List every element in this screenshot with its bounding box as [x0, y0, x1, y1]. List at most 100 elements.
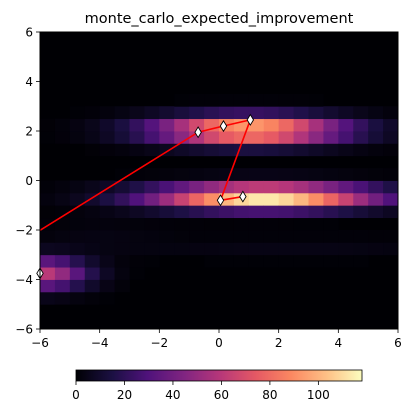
heatmap-cell: [99, 254, 115, 268]
x-tick-label: −2: [150, 336, 168, 350]
optimization-path: [40, 118, 252, 232]
heatmap-cell: [84, 242, 101, 256]
heatmap-cell: [114, 205, 130, 219]
heatmap-cell: [293, 118, 309, 132]
heatmap-cell: [248, 106, 265, 120]
sample-marker: [246, 113, 255, 126]
heatmap-cell: [54, 291, 71, 305]
heatmap-cell: [69, 180, 86, 194]
heatmap-cell: [114, 180, 130, 194]
heatmap-cell: [84, 118, 101, 132]
heatmap-cell: [99, 205, 115, 219]
heatmap-cell: [144, 131, 160, 144]
heatmap-cell: [129, 242, 145, 256]
heatmap-cell: [263, 93, 280, 107]
heatmap-cell: [263, 217, 280, 231]
heatmap-cell: [263, 143, 280, 157]
heatmap-cell: [189, 118, 205, 132]
heatmap-cell: [69, 254, 86, 268]
heatmap-cell: [144, 180, 160, 194]
heatmap-cell: [189, 93, 205, 107]
colorbar-gradient: [75, 369, 363, 382]
heatmap-cell: [84, 267, 101, 280]
colorbar-ticks: 0 20 40 60 80 100: [72, 381, 330, 402]
heatmap-cell: [54, 205, 71, 219]
heatmap-cell: [383, 131, 399, 144]
heatmap-cell: [368, 118, 384, 132]
y-axis: −6 −4 −2 0 2 4 6: [15, 26, 40, 337]
heatmap-cell: [323, 131, 339, 144]
heatmap-cell: [114, 267, 130, 280]
heatmap-cell: [159, 180, 175, 194]
heatmap-cell: [84, 106, 101, 120]
heatmap-cell: [159, 230, 175, 243]
heatmap-cell: [278, 118, 294, 132]
heatmap-cell: [69, 279, 86, 293]
heatmap-cell: [40, 205, 56, 219]
heatmap-cell: [293, 93, 309, 107]
heatmap-cell: [368, 131, 384, 144]
y-tick-label: 4: [25, 75, 33, 89]
y-tick-label: −4: [15, 273, 33, 287]
heatmap-cell: [383, 230, 399, 243]
heatmap-cell: [263, 106, 280, 120]
heatmap-cell: [40, 192, 56, 206]
heatmap-cell: [248, 217, 265, 231]
heatmap-cell: [129, 230, 145, 243]
heatmap-cell: [248, 168, 265, 181]
heatmap-cell: [293, 254, 309, 268]
heatmap-cell: [278, 254, 294, 268]
heatmap-cell: [308, 168, 324, 181]
heatmap-cell: [338, 180, 354, 194]
heatmap-cell: [219, 106, 235, 120]
y-tick-label: 6: [25, 26, 33, 40]
heatmap-cell: [174, 143, 190, 157]
heatmap-cell: [69, 106, 86, 120]
heatmap-cells: [40, 93, 399, 305]
heatmap-cell: [69, 192, 86, 206]
heatmap-cell: [159, 192, 175, 206]
heatmap-cell: [159, 217, 175, 231]
heatmap-cell: [189, 143, 205, 157]
heatmap-cell: [233, 168, 250, 181]
heatmap-cell: [383, 192, 399, 206]
chart-title: monte_carlo_expected_improvement: [85, 11, 354, 27]
heatmap-cell: [293, 217, 309, 231]
heatmap-cell: [308, 143, 324, 157]
heatmap-cell: [248, 93, 265, 107]
heatmap-cell: [323, 118, 339, 132]
heatmap-cell: [263, 131, 280, 144]
heatmap-cell: [338, 118, 354, 132]
heatmap-cell: [293, 131, 309, 144]
heatmap-cell: [383, 242, 399, 256]
heatmap-cell: [114, 230, 130, 243]
heatmap-cell: [278, 217, 294, 231]
heatmap-cell: [99, 131, 115, 144]
heatmap-cell: [84, 180, 101, 194]
heatmap-cell: [189, 217, 205, 231]
sample-marker: [194, 126, 202, 139]
heatmap-cell: [308, 106, 324, 120]
heatmap-cell: [40, 230, 56, 243]
heatmap-cell: [40, 279, 56, 293]
heatmap-cell: [54, 267, 71, 280]
heatmap-cell: [233, 230, 250, 243]
heatmap-cell: [204, 131, 220, 144]
heatmap-cell: [323, 254, 339, 268]
heatmap-cell: [99, 279, 115, 293]
heatmap-cell: [308, 131, 324, 144]
heatmap-cell: [54, 279, 71, 293]
heatmap-cell: [84, 205, 101, 219]
heatmap-cell: [204, 106, 220, 120]
heatmap-cell: [338, 143, 354, 157]
heatmap-cell: [353, 106, 369, 120]
heatmap-cell: [278, 230, 294, 243]
heatmap-cell: [189, 131, 205, 144]
heatmap-cell: [69, 242, 86, 256]
heatmap-cell: [248, 192, 265, 206]
heatmap-cell: [144, 192, 160, 206]
heatmap-cell: [204, 254, 220, 268]
heatmap-cell: [308, 192, 324, 206]
heatmap-cell: [129, 217, 145, 231]
heatmap-cell: [338, 168, 354, 181]
